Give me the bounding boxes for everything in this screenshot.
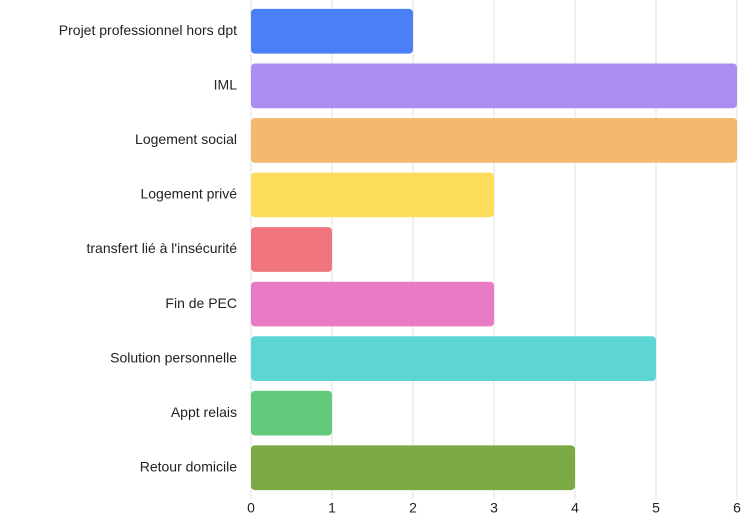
y-tick-label: Fin de PEC [165,295,237,311]
x-tick-label: 5 [652,500,660,516]
bar [251,118,737,163]
y-tick-label: Logement social [135,131,237,147]
x-tick-label: 0 [247,500,255,516]
y-tick-label: Solution personnelle [110,349,237,365]
x-tick-label: 1 [328,500,336,516]
bar [251,8,413,54]
bar [251,227,332,272]
y-tick-label: transfert lié à l'insécurité [86,240,237,256]
y-tick-label: Logement privé [140,186,237,202]
y-tick-label: Retour domicile [140,458,237,474]
bar [251,390,332,436]
y-tick-label: Projet professionnel hors dpt [59,22,237,38]
x-tick-label: 2 [409,500,417,516]
bar [251,172,494,218]
bar [251,63,737,109]
bar [251,336,656,381]
bar [251,445,575,491]
x-tick-label: 3 [490,500,498,516]
y-tick-label: IML [214,77,238,93]
y-tick-label: Appt relais [171,404,237,420]
bar [251,281,494,327]
x-tick-label: 4 [571,500,579,516]
x-tick-label: 6 [733,500,741,516]
